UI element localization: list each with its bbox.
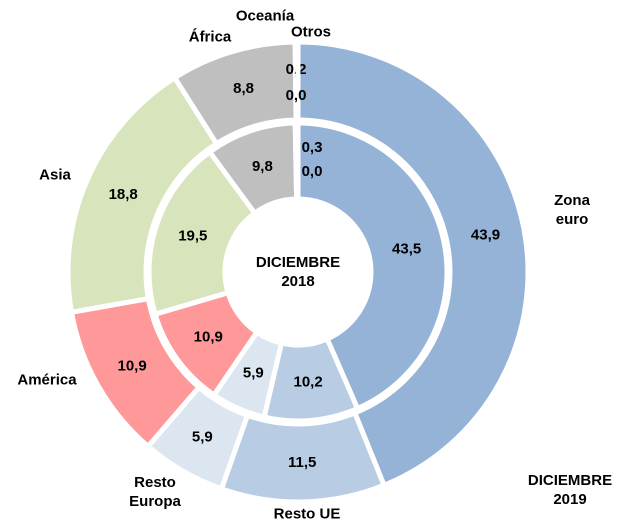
value-label: 19,5 — [178, 228, 207, 245]
category-label: Zona euro — [554, 192, 590, 228]
value-label: 43,5 — [392, 240, 421, 257]
value-label: 0,3 — [302, 139, 323, 156]
category-label: Resto UE — [273, 505, 341, 523]
category-label: Resto Europa — [129, 474, 181, 510]
value-label: 10,2 — [293, 374, 322, 391]
value-label: 9,8 — [252, 158, 273, 175]
category-label: América — [17, 371, 77, 389]
value-label: 5,9 — [243, 365, 264, 382]
value-label: 18,8 — [109, 186, 138, 203]
category-label: Oceanía — [235, 7, 295, 25]
slice — [146, 148, 259, 318]
slice — [295, 39, 531, 489]
center-hole — [227, 201, 369, 343]
category-label: Asia — [39, 166, 71, 184]
value-label: 8,8 — [233, 80, 254, 97]
value-label: 0,0 — [286, 87, 307, 104]
value-label: 5,9 — [192, 428, 213, 445]
category-label: Otros — [290, 23, 331, 41]
value-label: 43,9 — [471, 227, 500, 244]
value-label: 0,0 — [302, 163, 323, 180]
outer-series-name: DICIEMBRE 2019 — [527, 472, 613, 508]
value-label: 11,5 — [288, 454, 316, 471]
category-label: África — [188, 28, 232, 46]
value-label: 10,9 — [117, 358, 146, 375]
value-label: 10,9 — [194, 328, 223, 345]
slice — [295, 120, 450, 412]
inner-series-name: DICIEMBRE 2018 — [255, 254, 341, 290]
